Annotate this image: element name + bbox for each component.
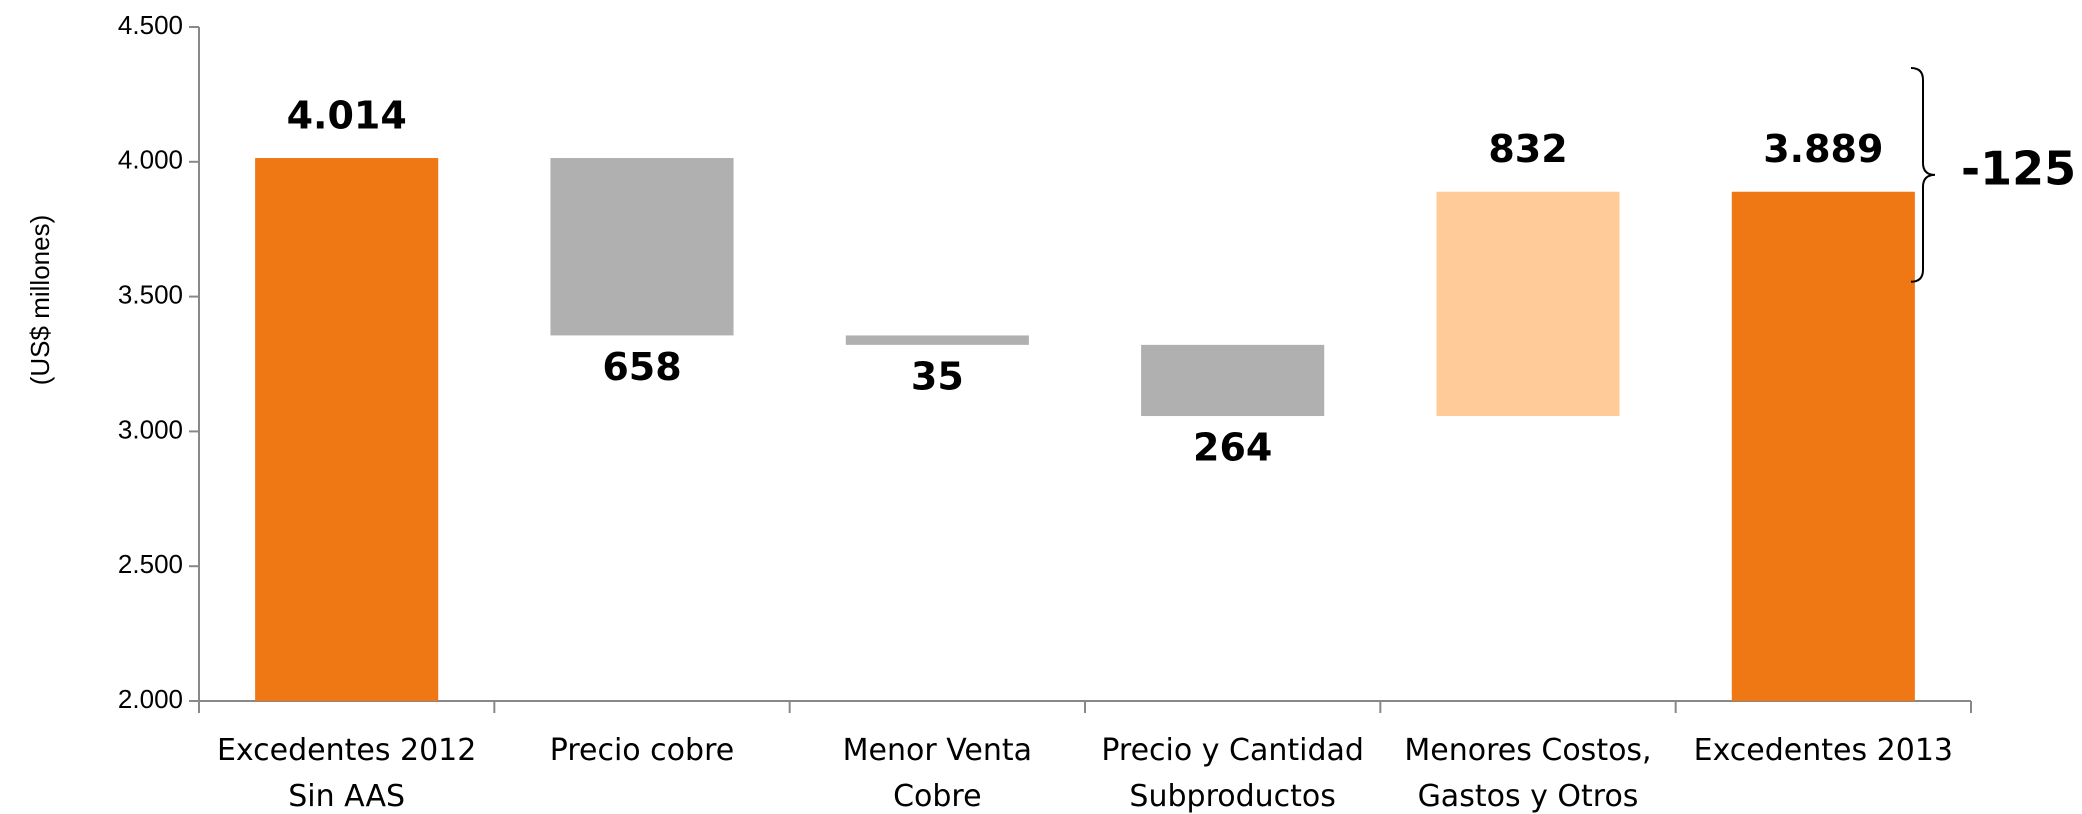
x-tick-label: Menor Venta Cobre [843, 733, 1032, 814]
data-label: 264 [1193, 426, 1272, 470]
x-tick-label: Excedentes 2012 Sin AAS [217, 733, 476, 814]
y-tick-label: 3.500 [118, 279, 183, 309]
data-label: 658 [602, 345, 681, 389]
y-tick-label: 4.000 [118, 145, 183, 175]
bar [255, 158, 439, 701]
data-label: 3.889 [1763, 127, 1883, 171]
x-tick-label-line: Subproductos [1129, 779, 1335, 814]
data-label: 4.014 [287, 94, 407, 138]
y-tick-label: 3.000 [118, 414, 183, 444]
bracket [1910, 67, 1936, 283]
x-tick-label-line: Excedentes 2013 [1694, 733, 1953, 768]
x-tick-label-line: Precio y Cantidad [1101, 733, 1364, 768]
x-tick-label: Precio cobre [550, 733, 734, 768]
x-tick-label-line: Precio cobre [550, 733, 734, 768]
data-label: 832 [1488, 127, 1567, 171]
y-tick-label: 4.500 [118, 10, 183, 40]
y-axis-label: (US$ millones) [25, 215, 55, 386]
data-label: 35 [911, 354, 964, 398]
y-tick-label: 2.000 [118, 684, 183, 714]
x-tick-label-line: Gastos y Otros [1418, 779, 1639, 814]
x-tick-label-line: Excedentes 2012 [217, 733, 476, 768]
x-tick-label-line: Sin AAS [288, 779, 405, 814]
annotation: -125 [1961, 141, 2076, 195]
bar [1436, 191, 1620, 417]
bar [845, 335, 1029, 345]
bar [550, 158, 734, 336]
y-tick-label: 2.500 [118, 549, 183, 579]
x-tick-label-line: Menor Venta [843, 733, 1032, 768]
x-tick-label-line: Cobre [893, 779, 981, 814]
x-tick-label-line: Menores Costos, [1404, 733, 1651, 768]
x-tick-label: Precio y Cantidad Subproductos [1101, 733, 1364, 814]
bar [1731, 191, 1915, 702]
x-tick-label: Excedentes 2013 [1694, 733, 1953, 768]
x-tick-label: Menores Costos, Gastos y Otros [1404, 733, 1651, 814]
bar [1141, 344, 1325, 417]
